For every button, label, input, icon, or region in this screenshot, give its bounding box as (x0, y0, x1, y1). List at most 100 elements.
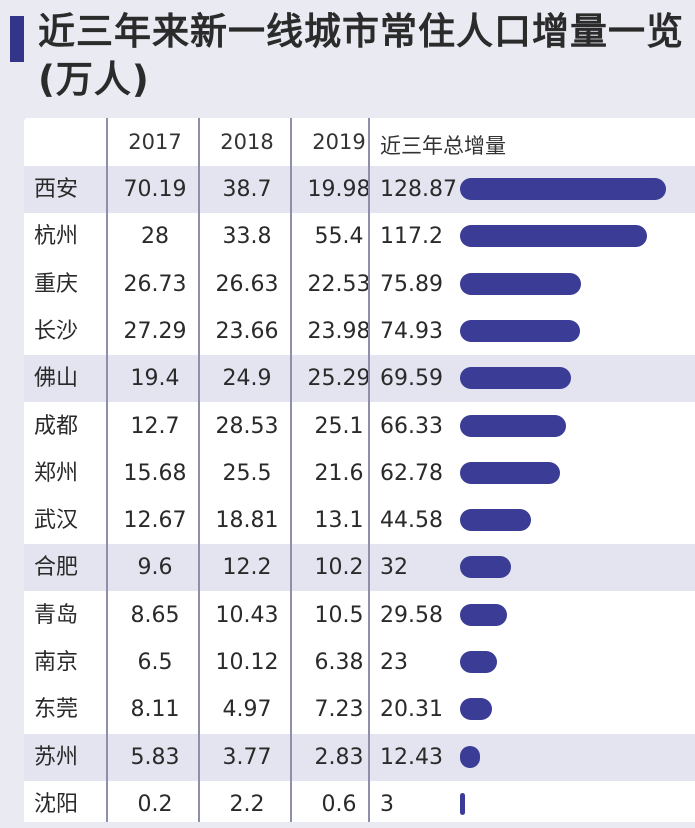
value-2017: 19.4 (130, 366, 180, 392)
value-2019: 2.83 (314, 744, 364, 770)
value-2019: 13.1 (314, 508, 364, 534)
total-bar (460, 272, 582, 295)
table-row: 重庆 26.73 26.63 22.53 75.89 (24, 261, 695, 308)
total-bar (460, 745, 480, 768)
header-2018: 2018 (220, 130, 274, 154)
value-2017: 26.73 (123, 271, 187, 297)
value-2018: 38.7 (222, 177, 272, 202)
value-2019: 23.98 (307, 318, 371, 344)
city-cell: 杭州 (34, 224, 79, 250)
total-bar (460, 319, 580, 342)
title-line-2: (万人) (38, 58, 150, 101)
total-bar (460, 414, 567, 437)
value-2018: 26.63 (215, 271, 279, 297)
value-total: 32 (380, 555, 408, 581)
value-total: 23 (380, 650, 408, 675)
value-2017: 0.2 (137, 791, 173, 817)
header-2017: 2017 (128, 130, 182, 154)
value-2019: 21.6 (314, 460, 364, 486)
city-cell: 重庆 (34, 271, 79, 297)
total-bar (460, 509, 532, 532)
title-line-1: 近三年来新一线城市常住人口增量一览 (38, 10, 684, 53)
total-bar (460, 651, 497, 673)
total-bar (460, 461, 561, 484)
title-accent-bar (10, 16, 24, 62)
table-row: 武汉 12.67 18.81 13.1 44.58 (24, 497, 695, 544)
value-2017: 28 (141, 224, 169, 250)
table-row: 沈阳 0.2 2.2 0.6 3 (24, 781, 695, 828)
value-total: 3 (380, 791, 394, 817)
value-2019: 25.29 (307, 366, 371, 392)
table-row: 成都 12.7 28.53 25.1 66.33 (24, 403, 695, 450)
value-2017: 8.11 (130, 697, 180, 723)
value-2017: 70.19 (123, 177, 187, 202)
value-2019: 10.5 (314, 602, 364, 628)
table-row: 郑州 15.68 25.5 21.6 62.78 (24, 450, 695, 497)
value-2019: 0.6 (321, 791, 357, 817)
value-total: 29.58 (380, 602, 443, 628)
value-2018: 33.8 (222, 224, 272, 250)
value-total: 74.93 (380, 318, 443, 344)
page-title: 近三年来新一线城市常住人口增量一览 (万人) (38, 8, 688, 104)
value-2017: 15.68 (123, 460, 187, 486)
value-2019: 10.2 (314, 555, 364, 581)
value-2018: 12.2 (222, 555, 272, 581)
value-total: 117.2 (380, 224, 443, 250)
value-2018: 3.77 (222, 744, 272, 770)
table-row: 西安 70.19 38.7 19.98 128.87 (24, 166, 695, 213)
value-2019: 25.1 (314, 413, 364, 439)
city-cell: 武汉 (34, 508, 79, 534)
value-2017: 8.65 (130, 602, 180, 628)
table-header: 2017 2018 2019 近三年总增量 (24, 118, 695, 166)
value-2018: 24.9 (222, 366, 272, 392)
city-cell: 佛山 (34, 366, 79, 392)
table-row: 南京 6.5 10.12 6.38 23 (24, 639, 695, 686)
total-bar (460, 367, 572, 390)
total-bar (460, 178, 666, 200)
header-total: 近三年总增量 (380, 134, 506, 158)
total-bar (460, 556, 512, 579)
table-row: 合肥 9.6 12.2 10.2 32 (24, 544, 695, 592)
city-cell: 南京 (34, 650, 79, 675)
value-2018: 23.66 (215, 318, 279, 344)
city-cell: 青岛 (34, 602, 79, 628)
city-cell: 长沙 (34, 318, 79, 344)
data-table: 2017 2018 2019 近三年总增量 西安 70.19 38.7 19.98 12… (24, 118, 695, 822)
total-bar (460, 698, 493, 721)
value-total: 66.33 (380, 413, 443, 439)
value-2017: 5.83 (130, 744, 180, 770)
header-2019: 2019 (312, 130, 366, 154)
value-2018: 18.81 (215, 508, 279, 534)
table-row: 杭州 28 33.8 55.4 117.2 (24, 213, 695, 260)
value-2019: 19.98 (307, 177, 371, 202)
value-2017: 6.5 (137, 650, 173, 675)
value-total: 62.78 (380, 460, 443, 486)
value-2017: 12.7 (130, 413, 180, 439)
table-row: 长沙 27.29 23.66 23.98 74.93 (24, 308, 695, 355)
table-row: 青岛 8.65 10.43 10.5 29.58 (24, 592, 695, 639)
value-total: 75.89 (380, 271, 443, 297)
value-total: 128.87 (380, 177, 457, 202)
city-cell: 沈阳 (34, 791, 79, 817)
table-row: 苏州 5.83 3.77 2.83 12.43 (24, 733, 695, 781)
value-total: 44.58 (380, 508, 443, 534)
city-cell: 苏州 (34, 744, 79, 770)
value-2017: 9.6 (137, 555, 173, 581)
value-total: 20.31 (380, 697, 443, 723)
column-divider (106, 118, 108, 822)
column-divider (368, 118, 370, 822)
value-2019: 22.53 (307, 271, 371, 297)
total-bar (460, 792, 465, 815)
total-bar (460, 225, 648, 248)
value-2019: 7.23 (314, 697, 364, 723)
value-2018: 2.2 (229, 791, 265, 817)
value-2018: 28.53 (215, 413, 279, 439)
total-bar (460, 603, 508, 626)
city-cell: 成都 (34, 413, 79, 439)
value-2019: 6.38 (314, 650, 364, 675)
value-total: 69.59 (380, 366, 443, 392)
city-cell: 东莞 (34, 697, 79, 723)
value-2018: 10.43 (215, 602, 279, 628)
value-2017: 12.67 (123, 508, 187, 534)
city-cell: 合肥 (34, 555, 79, 581)
